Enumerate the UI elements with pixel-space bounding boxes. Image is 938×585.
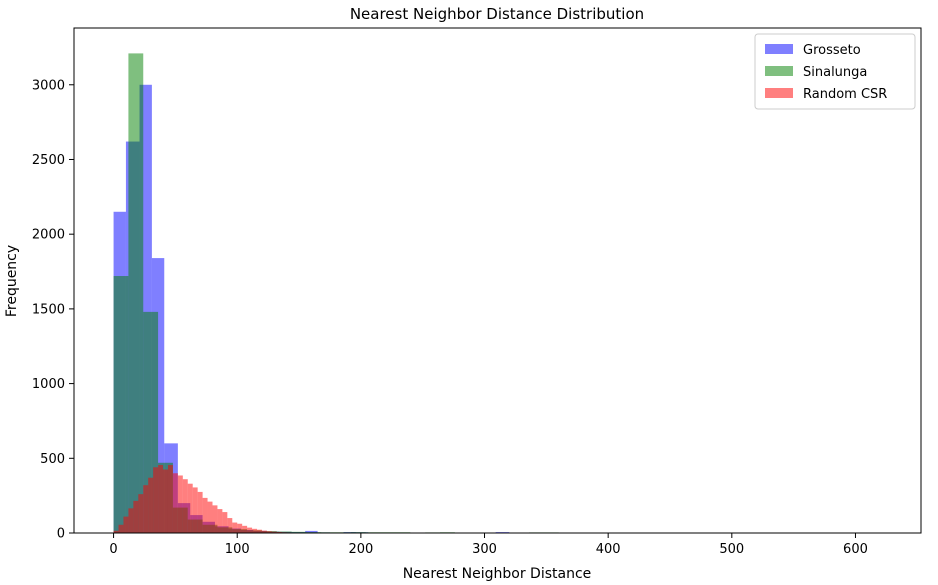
histogram-bar [118, 524, 124, 533]
histogram-bar [257, 529, 262, 533]
histogram-bar [113, 530, 119, 533]
histogram-bar [167, 465, 173, 533]
histogram-bar [217, 509, 223, 533]
histogram-bar [128, 53, 144, 534]
histogram-bar [197, 491, 203, 533]
histogram-bar [143, 485, 149, 533]
histogram-bar [182, 479, 188, 533]
y-tick-label: 2000 [32, 228, 65, 243]
x-tick-label: 0 [109, 542, 117, 557]
histogram-bar [271, 531, 277, 533]
histogram-bar [133, 500, 139, 533]
histogram-bar [252, 528, 258, 533]
series-grosseto [113, 84, 548, 534]
legend-label: Sinalunga [803, 65, 867, 80]
histogram-bar [222, 512, 228, 533]
x-tick-label: 200 [348, 542, 373, 557]
y-tick-label: 3000 [32, 78, 65, 93]
x-tick-label: 100 [225, 542, 250, 557]
histogram-bar [153, 467, 159, 533]
legend-label: Random CSR [803, 87, 887, 102]
x-axis: 0 100 200 300 400 500 600 [109, 533, 868, 557]
histogram-bar [148, 477, 154, 533]
histogram-bar [291, 531, 307, 533]
histogram-bar [232, 522, 238, 533]
y-tick-label: 0 [57, 527, 65, 542]
histogram-bar [227, 518, 233, 533]
histogram-bar [276, 531, 282, 533]
histogram-bar [113, 276, 129, 533]
histogram-bar [138, 494, 144, 533]
histogram-bar [123, 516, 129, 533]
histogram-bar [305, 530, 318, 533]
x-tick-label: 600 [843, 542, 868, 557]
histogram-bar [247, 527, 253, 533]
histogram-bar [158, 465, 164, 533]
x-tick-label: 500 [719, 542, 744, 557]
legend-swatch [765, 88, 793, 98]
histogram-bar [172, 473, 178, 533]
histogram-bar [266, 531, 272, 533]
series-random-csr [113, 465, 312, 533]
legend-swatch [765, 66, 793, 76]
plot-area [113, 53, 559, 534]
y-tick-label: 500 [40, 452, 65, 467]
legend-swatch [765, 44, 793, 54]
y-tick-label: 2500 [32, 153, 65, 168]
y-axis-label: Frequency [4, 245, 20, 317]
y-tick-label: 1500 [32, 302, 65, 317]
y-axis: 0 500 1000 1500 2000 2500 3000 [32, 78, 74, 542]
legend-label: Grosseto [803, 43, 861, 58]
legend-frame [754, 33, 916, 110]
chart-title: Nearest Neighbor Distance Distribution [350, 5, 644, 23]
histogram-bar [187, 483, 193, 533]
histogram-bar [261, 530, 267, 533]
histogram-bar [192, 487, 198, 533]
histogram-bar [242, 525, 248, 533]
histogram-bar [207, 501, 213, 533]
histogram-bar [212, 505, 218, 533]
histogram-bar [177, 475, 183, 533]
series-sinalunga [113, 53, 559, 534]
y-tick-label: 1000 [32, 377, 65, 392]
histogram-bar [237, 523, 243, 533]
plot-frame [73, 27, 922, 534]
x-axis-label: Nearest Neighbor Distance [403, 566, 592, 582]
histogram-bar [163, 469, 168, 533]
histogram-bar [202, 497, 208, 533]
legend: Grosseto Sinalunga Random CSR [754, 33, 916, 110]
x-tick-label: 400 [596, 542, 621, 557]
histogram-bar [128, 508, 134, 533]
x-tick-label: 300 [472, 542, 497, 557]
